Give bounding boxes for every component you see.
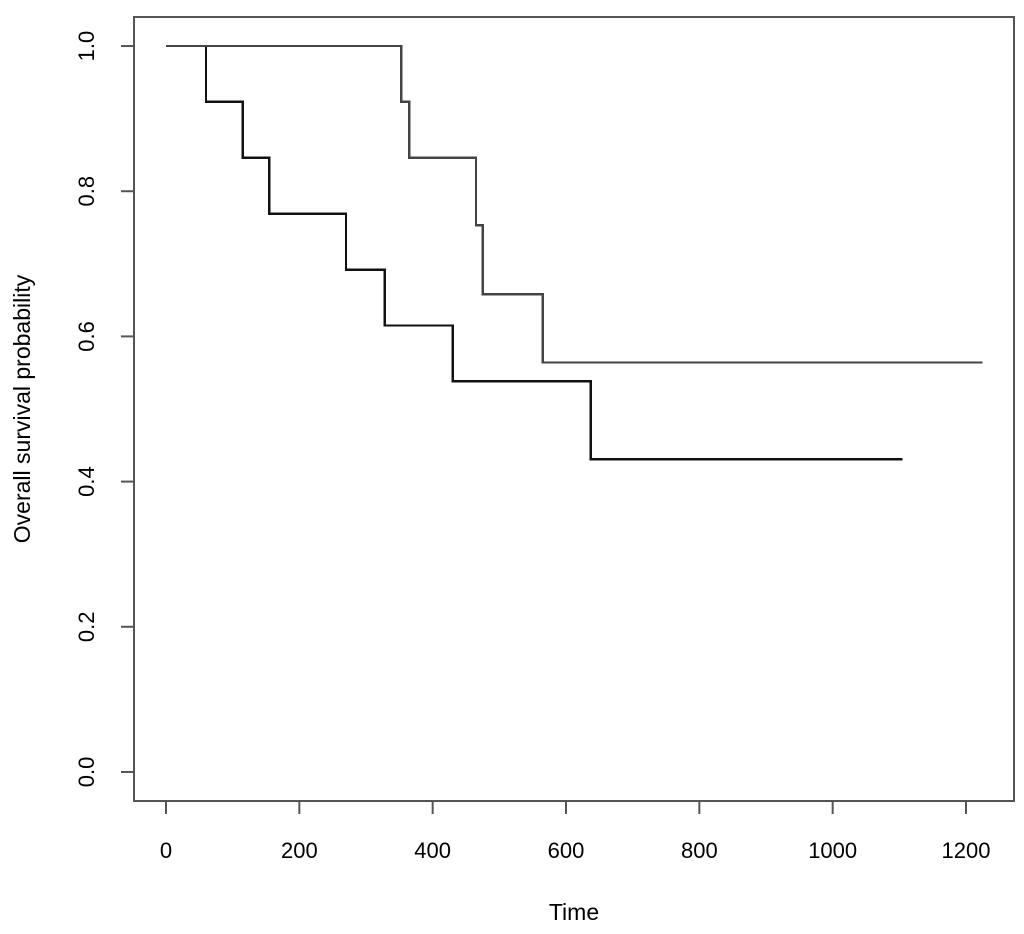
y-tick-label: 0.8 (74, 176, 99, 207)
series-line-1 (166, 44, 903, 461)
x-tick-label: 800 (681, 838, 718, 863)
x-tick-label: 200 (281, 838, 318, 863)
y-tick-label: 0.0 (74, 757, 99, 788)
x-tick-label: 1000 (808, 838, 857, 863)
y-axis: 0.0 0.2 0.4 0.6 0.8 1.0 (74, 31, 135, 788)
y-tick-label: 1.0 (74, 31, 99, 62)
y-axis-label: Overall survival probability (9, 274, 35, 543)
y-tick-label: 0.4 (74, 466, 99, 497)
y-tick-label: 0.2 (74, 611, 99, 642)
y-tick-label: 0.6 (74, 321, 99, 352)
x-tick-label: 600 (548, 838, 585, 863)
x-tick-label: 0 (160, 838, 172, 863)
x-axis: 0 200 400 600 800 1000 1200 (160, 800, 991, 863)
x-axis-label: Time (549, 899, 599, 925)
series-layer (166, 44, 983, 461)
x-tick-label: 400 (414, 838, 451, 863)
x-tick-label: 1200 (942, 838, 991, 863)
series-line-2 (166, 44, 983, 364)
plot-frame (133, 16, 1015, 802)
